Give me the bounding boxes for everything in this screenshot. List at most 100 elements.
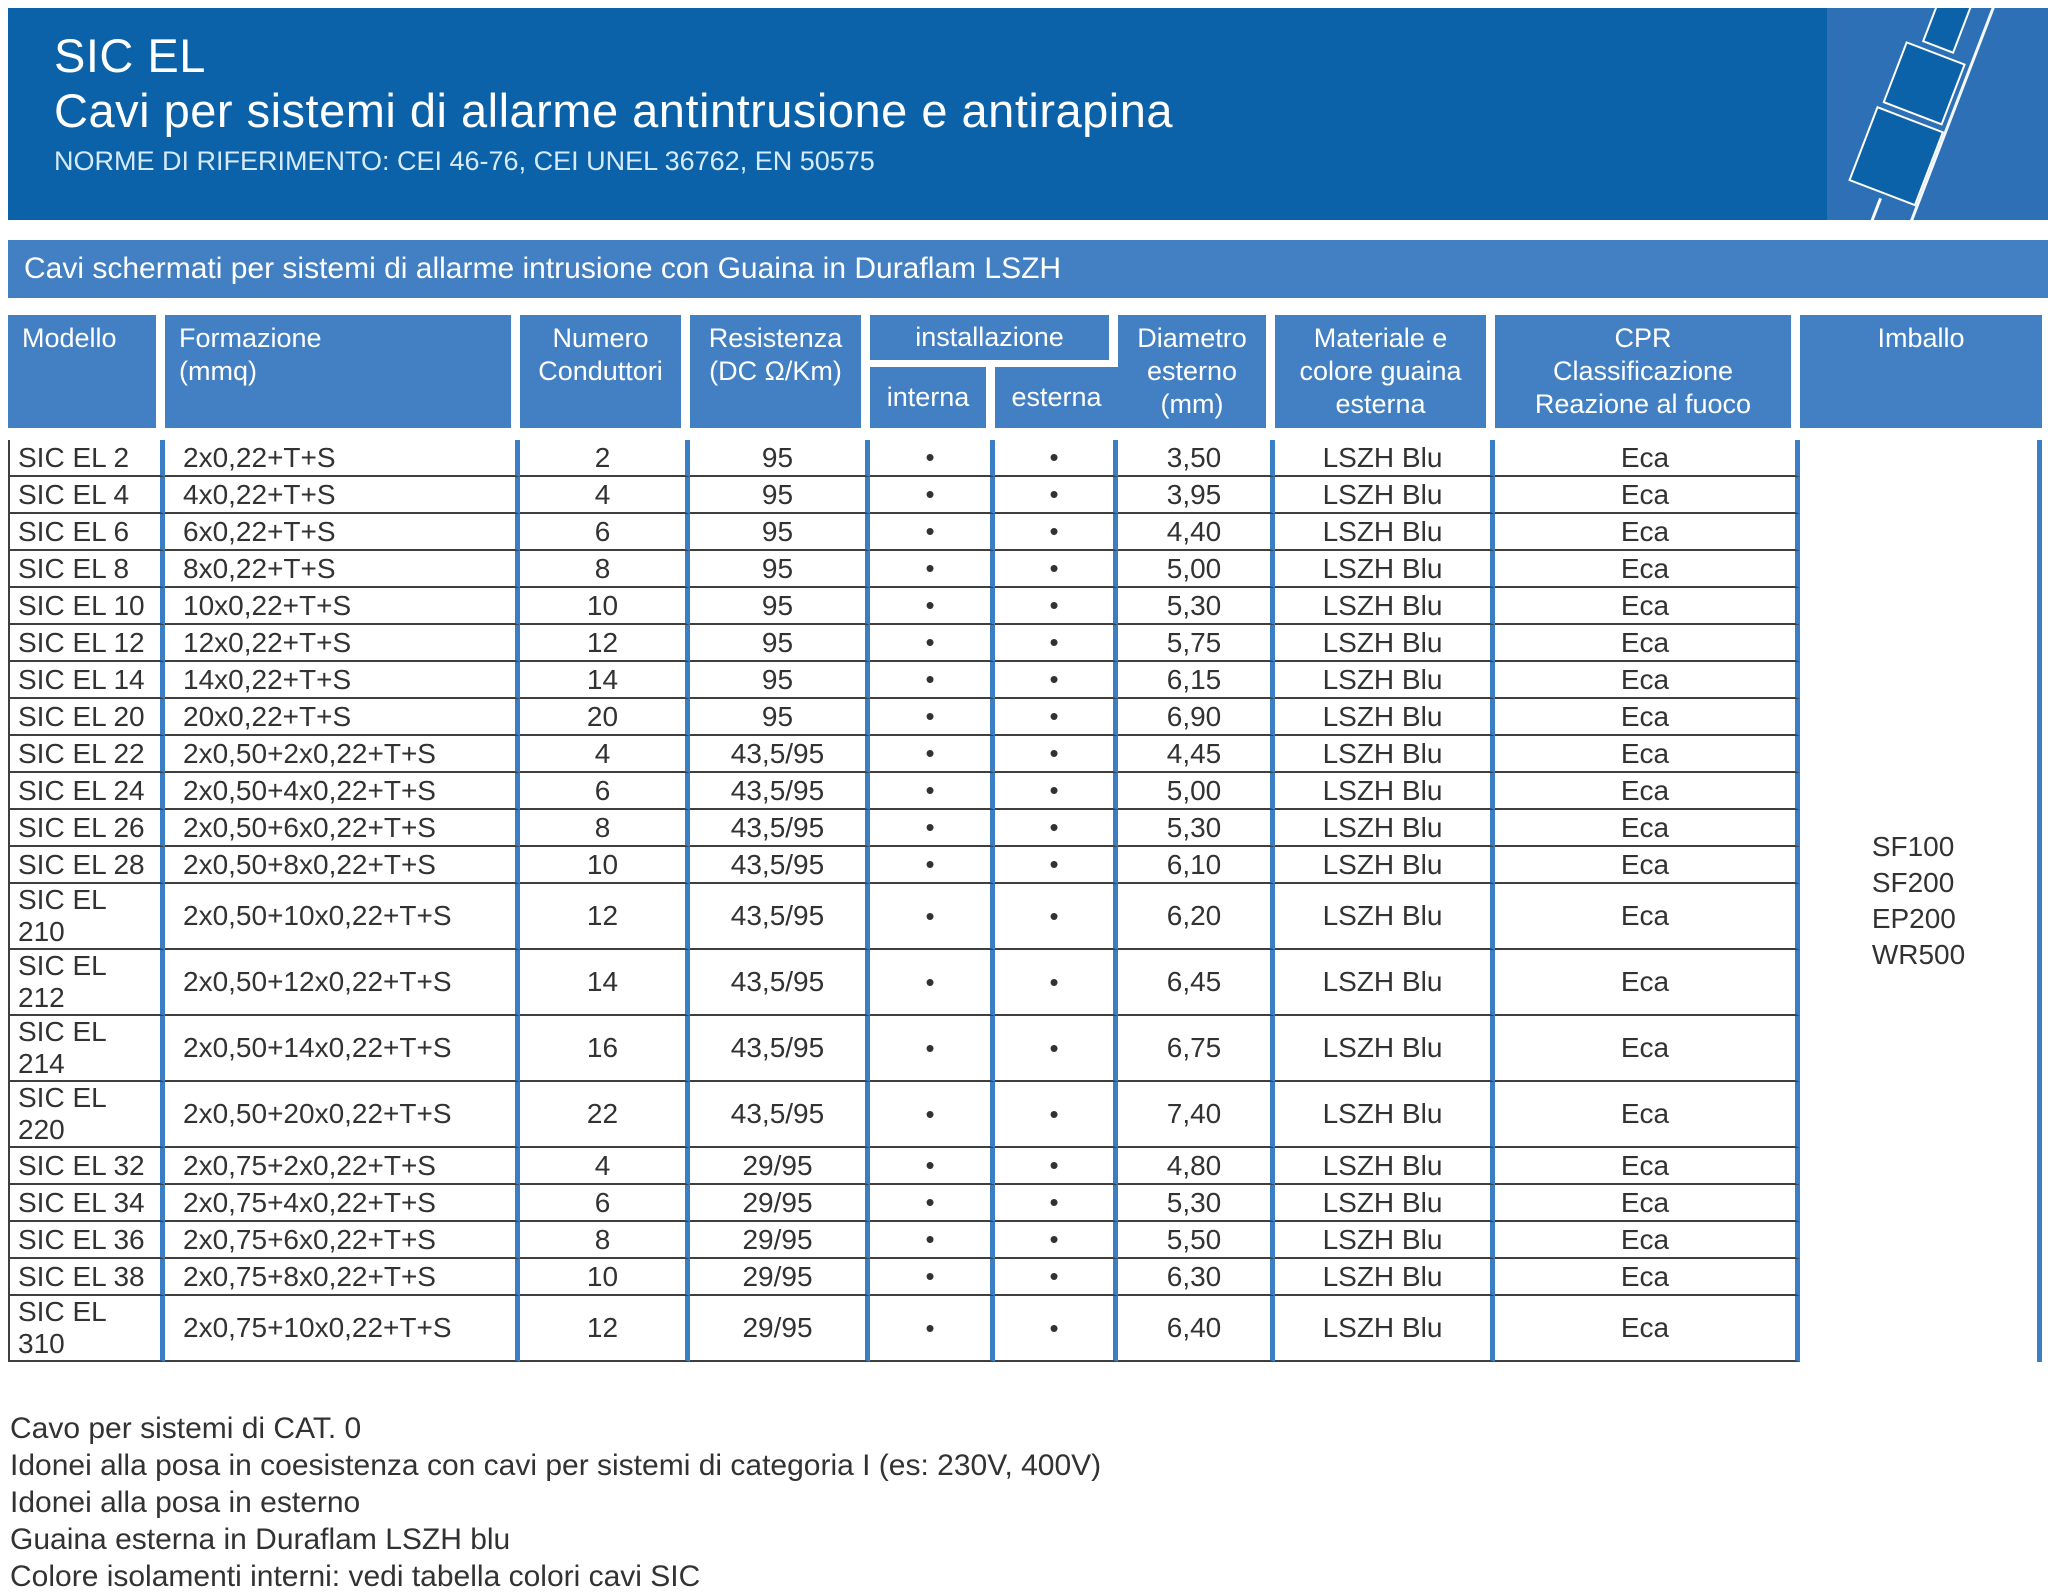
cell-diametro-esterno: 5,75 bbox=[1118, 625, 1275, 662]
cell-installazione-esterna: • bbox=[995, 1222, 1118, 1259]
cell-guaina-esterna: LSZH Blu bbox=[1275, 551, 1495, 588]
cell-modello: SIC EL 8 bbox=[8, 551, 165, 588]
cell-diametro-esterno: 4,45 bbox=[1118, 736, 1275, 773]
cell-installazione-esterna: • bbox=[995, 1259, 1118, 1296]
cell-modello: SIC EL 28 bbox=[8, 847, 165, 884]
cell-cpr: Eca bbox=[1495, 477, 1800, 514]
cell-diametro-esterno: 7,40 bbox=[1118, 1082, 1275, 1148]
cell-installazione-esterna: • bbox=[995, 847, 1118, 884]
cell-installazione-esterna: • bbox=[995, 588, 1118, 625]
table-row: SIC EL 12 12x0,22+T+S 12 95 • • 5,75 LSZH Blu Ec… bbox=[8, 625, 2042, 662]
cell-formazione: 2x0,50+4x0,22+T+S bbox=[165, 773, 520, 810]
cell-cpr: Eca bbox=[1495, 625, 1800, 662]
cell-modello: SIC EL 310 bbox=[8, 1296, 165, 1362]
cell-resistenza: 43,5/95 bbox=[690, 1016, 870, 1082]
cell-modello: SIC EL 6 bbox=[8, 514, 165, 551]
cell-formazione: 2x0,75+6x0,22+T+S bbox=[165, 1222, 520, 1259]
cell-diametro-esterno: 3,50 bbox=[1118, 440, 1275, 477]
cell-installazione-interna: • bbox=[870, 950, 995, 1016]
cell-installazione-interna: • bbox=[870, 810, 995, 847]
cell-installazione-interna: • bbox=[870, 625, 995, 662]
cell-installazione-interna: • bbox=[870, 1148, 995, 1185]
table-row: SIC EL 32 2x0,75+2x0,22+T+S 4 29/95 • • 4,80 LS… bbox=[8, 1148, 2042, 1185]
cell-modello: SIC EL 20 bbox=[8, 699, 165, 736]
cell-resistenza: 43,5/95 bbox=[690, 950, 870, 1016]
cell-numero-conduttori: 4 bbox=[520, 1148, 690, 1185]
col-header-esterna: esterna bbox=[995, 367, 1118, 440]
cell-cpr: Eca bbox=[1495, 1016, 1800, 1082]
cell-guaina-esterna: LSZH Blu bbox=[1275, 625, 1495, 662]
cell-installazione-interna: • bbox=[870, 551, 995, 588]
cell-guaina-esterna: LSZH Blu bbox=[1275, 1148, 1495, 1185]
cable-segment bbox=[1921, 8, 1976, 54]
cell-installazione-esterna: • bbox=[995, 1185, 1118, 1222]
cell-numero-conduttori: 6 bbox=[520, 1185, 690, 1222]
cell-guaina-esterna: LSZH Blu bbox=[1275, 736, 1495, 773]
cell-numero-conduttori: 4 bbox=[520, 477, 690, 514]
cable-tail-line bbox=[1839, 197, 1882, 220]
cell-guaina-esterna: LSZH Blu bbox=[1275, 773, 1495, 810]
table-body: SIC EL 2 2x0,22+T+S 2 95 • • 3,50 LSZH Blu Eca SF… bbox=[8, 440, 2042, 1362]
cell-installazione-interna: • bbox=[870, 1185, 995, 1222]
header-text-block: SIC EL Cavi per sistemi di allarme antin… bbox=[54, 30, 1173, 177]
cell-installazione-interna: • bbox=[870, 514, 995, 551]
cell-modello: SIC EL 38 bbox=[8, 1259, 165, 1296]
cell-cpr: Eca bbox=[1495, 588, 1800, 625]
cell-modello: SIC EL 34 bbox=[8, 1185, 165, 1222]
table-row: SIC EL 6 6x0,22+T+S 6 95 • • 4,40 LSZH Blu Eca bbox=[8, 514, 2042, 551]
cell-numero-conduttori: 20 bbox=[520, 699, 690, 736]
cell-diametro-esterno: 4,80 bbox=[1118, 1148, 1275, 1185]
col-header-diametro-esterno: Diametro esterno (mm) bbox=[1118, 315, 1275, 440]
table-row: SIC EL 10 10x0,22+T+S 10 95 • • 5,30 LSZH Blu Ec… bbox=[8, 588, 2042, 625]
table-row: SIC EL 20 20x0,22+T+S 20 95 • • 6,90 LSZH Blu Ec… bbox=[8, 699, 2042, 736]
cell-cpr: Eca bbox=[1495, 1259, 1800, 1296]
cell-resistenza: 95 bbox=[690, 514, 870, 551]
cell-modello: SIC EL 22 bbox=[8, 736, 165, 773]
cell-guaina-esterna: LSZH Blu bbox=[1275, 950, 1495, 1016]
table-row: SIC EL 14 14x0,22+T+S 14 95 • • 6,15 LSZH Blu Ec… bbox=[8, 662, 2042, 699]
cell-diametro-esterno: 5,00 bbox=[1118, 773, 1275, 810]
cell-diametro-esterno: 6,30 bbox=[1118, 1259, 1275, 1296]
cell-guaina-esterna: LSZH Blu bbox=[1275, 847, 1495, 884]
cell-cpr: Eca bbox=[1495, 1185, 1800, 1222]
cell-modello: SIC EL 212 bbox=[8, 950, 165, 1016]
cell-formazione: 2x0,50+6x0,22+T+S bbox=[165, 810, 520, 847]
cell-resistenza: 29/95 bbox=[690, 1222, 870, 1259]
cell-installazione-esterna: • bbox=[995, 1296, 1118, 1362]
table-row: SIC EL 34 2x0,75+4x0,22+T+S 6 29/95 • • 5,30 LS… bbox=[8, 1185, 2042, 1222]
cable-art-panel bbox=[1827, 8, 2048, 220]
cell-modello: SIC EL 210 bbox=[8, 884, 165, 950]
cell-numero-conduttori: 14 bbox=[520, 662, 690, 699]
cell-numero-conduttori: 12 bbox=[520, 884, 690, 950]
table-row: SIC EL 24 2x0,50+4x0,22+T+S 6 43,5/95 • • 5,00… bbox=[8, 773, 2042, 810]
cell-guaina-esterna: LSZH Blu bbox=[1275, 477, 1495, 514]
cell-numero-conduttori: 8 bbox=[520, 1222, 690, 1259]
cell-diametro-esterno: 6,75 bbox=[1118, 1016, 1275, 1082]
cell-numero-conduttori: 16 bbox=[520, 1016, 690, 1082]
cell-modello: SIC EL 4 bbox=[8, 477, 165, 514]
cell-resistenza: 95 bbox=[690, 662, 870, 699]
cell-resistenza: 29/95 bbox=[690, 1259, 870, 1296]
col-header-numero-conduttori: Numero Conduttori bbox=[520, 315, 690, 440]
cell-cpr: Eca bbox=[1495, 773, 1800, 810]
table-row: SIC EL 22 2x0,50+2x0,22+T+S 4 43,5/95 • • 4,45… bbox=[8, 736, 2042, 773]
cell-resistenza: 29/95 bbox=[690, 1185, 870, 1222]
cell-guaina-esterna: LSZH Blu bbox=[1275, 1259, 1495, 1296]
cell-installazione-interna: • bbox=[870, 477, 995, 514]
note-line: Idonei alla posa in coesistenza con cavi… bbox=[10, 1449, 1102, 1482]
table-row: SIC EL 26 2x0,50+6x0,22+T+S 8 43,5/95 • • 5,30… bbox=[8, 810, 2042, 847]
cell-guaina-esterna: LSZH Blu bbox=[1275, 810, 1495, 847]
datasheet-page: SIC EL Cavi per sistemi di allarme antin… bbox=[0, 8, 2048, 1593]
cell-formazione: 2x0,75+2x0,22+T+S bbox=[165, 1148, 520, 1185]
cell-diametro-esterno: 6,10 bbox=[1118, 847, 1275, 884]
cell-resistenza: 43,5/95 bbox=[690, 1082, 870, 1148]
cell-diametro-esterno: 6,40 bbox=[1118, 1296, 1275, 1362]
cell-resistenza: 95 bbox=[690, 440, 870, 477]
cell-formazione: 2x0,75+8x0,22+T+S bbox=[165, 1259, 520, 1296]
cell-guaina-esterna: LSZH Blu bbox=[1275, 588, 1495, 625]
cell-numero-conduttori: 8 bbox=[520, 810, 690, 847]
cell-formazione: 4x0,22+T+S bbox=[165, 477, 520, 514]
cell-diametro-esterno: 5,30 bbox=[1118, 1185, 1275, 1222]
cell-resistenza: 95 bbox=[690, 551, 870, 588]
cell-installazione-interna: • bbox=[870, 1082, 995, 1148]
